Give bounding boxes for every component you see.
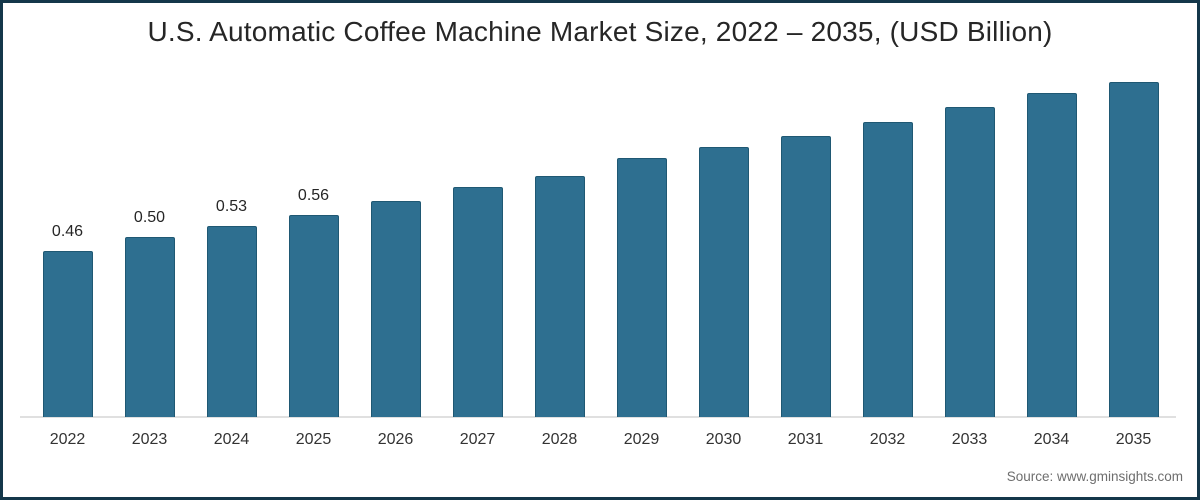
x-tick-label-2030: 2030 xyxy=(705,431,742,448)
bar-2027 xyxy=(452,187,503,417)
x-tick-label-2025: 2025 xyxy=(295,431,332,448)
bar-2030 xyxy=(698,147,749,417)
bar-2028 xyxy=(534,176,585,417)
bar-2023 xyxy=(124,237,175,417)
bar-value-label-2023: 0.50 xyxy=(133,209,166,226)
x-tick-label-2031: 2031 xyxy=(787,431,824,448)
x-axis-line xyxy=(20,416,1176,418)
bar-2029 xyxy=(616,158,667,417)
x-tick-label-2023: 2023 xyxy=(131,431,168,448)
source-credit: Source: www.gminsights.com xyxy=(1006,469,1183,484)
bar-2032 xyxy=(862,122,913,417)
bar-2024 xyxy=(206,226,257,417)
x-tick-label-2034: 2034 xyxy=(1033,431,1070,448)
x-tick-label-2033: 2033 xyxy=(951,431,988,448)
x-tick-label-2022: 2022 xyxy=(49,431,86,448)
bar-2031 xyxy=(780,136,831,417)
x-tick-label-2035: 2035 xyxy=(1115,431,1152,448)
x-tick-label-2027: 2027 xyxy=(459,431,496,448)
bar-2026 xyxy=(370,201,421,417)
bar-value-label-2022: 0.46 xyxy=(51,223,84,240)
bar-value-label-2024: 0.53 xyxy=(215,198,248,215)
bar-value-label-2025: 0.56 xyxy=(297,187,330,204)
bar-2025 xyxy=(288,215,339,417)
x-tick-label-2026: 2026 xyxy=(377,431,414,448)
bar-2033 xyxy=(944,107,995,417)
bar-2022 xyxy=(42,251,93,417)
x-tick-label-2029: 2029 xyxy=(623,431,660,448)
x-tick-label-2032: 2032 xyxy=(869,431,906,448)
chart-title: U.S. Automatic Coffee Machine Market Siz… xyxy=(147,16,1053,47)
bar-2035 xyxy=(1108,82,1159,417)
bar-2034 xyxy=(1026,93,1077,417)
x-tick-label-2024: 2024 xyxy=(213,431,250,448)
x-tick-label-2028: 2028 xyxy=(541,431,578,448)
plot-area: U.S. Automatic Coffee Machine Market Siz… xyxy=(3,3,1197,497)
